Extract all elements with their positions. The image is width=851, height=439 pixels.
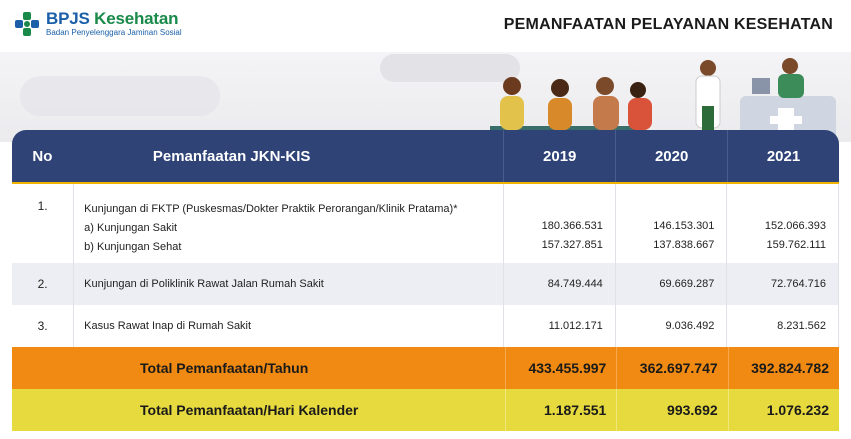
row-value-2019: 11.012.171 [504,305,616,347]
logo-subtitle: Badan Penyelenggara Jaminan Sosial [46,28,182,37]
hero-banner [0,52,851,142]
value-a: 180.366.531 [541,220,603,232]
total-per-year-row: Total Pemanfaatan/Tahun 433.455.997 362.… [12,347,839,389]
row-sub-a: a) Kunjungan Sakit [84,222,178,234]
row-value-2021: 72.764.716 [727,263,840,305]
value-a: 146.153.301 [653,220,715,232]
total-per-year-2020: 362.697.747 [616,347,727,389]
value-b: 157.327.851 [541,239,603,251]
total-per-day-row: Total Pemanfaatan/Hari Kalender 1.187.55… [12,389,839,431]
total-per-year-label: Total Pemanfaatan/Tahun [140,360,309,376]
row-number: 2. [37,277,48,291]
table-header: No Pemanfaatan JKN-KIS 2019 2020 2021 [12,130,839,184]
row-value-2020: 9.036.492 [616,305,728,347]
row-value-2021: 152.066.393 159.762.111 [727,184,840,263]
header-description: Pemanfaatan JKN-KIS [152,147,311,165]
value-a: 152.066.393 [764,220,827,232]
total-per-year-2019: 433.455.997 [504,347,616,389]
total-per-day-2021: 1.076.232 [727,389,839,431]
table-row: 1. Kunjungan di FKTP (Puskesmas/Dokter P… [12,184,840,263]
total-per-day-2020: 993.692 [616,389,727,431]
total-per-day-label: Total Pemanfaatan/Hari Kalender [140,402,359,418]
row-sub-b: b) Kunjungan Sehat [84,241,182,253]
table-row: 3. Kasus Rawat Inap di Rumah Sakit 11.01… [12,305,840,347]
bpjs-logo: BPJS Kesehatan Badan Penyelenggara Jamin… [14,10,182,38]
logo-brand-bpjs: BPJS [46,9,90,28]
row-value-2020: 146.153.301 137.838.667 [616,184,728,263]
row-value-2019: 180.366.531 157.327.851 [504,184,616,263]
bpjs-logo-icon [15,12,39,36]
row-value-2019: 84.749.444 [504,263,616,305]
value-b: 137.838.667 [653,239,715,251]
row-value-2021: 8.231.562 [727,305,840,347]
page-title: PEMANFAATAN PELAYANAN KESEHATAN [503,16,833,33]
total-per-day-2019: 1.187.551 [504,389,616,431]
row-description: Kasus Rawat Inap di Rumah Sakit [73,305,505,347]
row-value-2020: 69.669.287 [616,263,728,305]
row-description: Kunjungan di FKTP (Puskesmas/Dokter Prak… [73,184,505,263]
table-row: 2. Kunjungan di Poliklinik Rawat Jalan R… [12,263,840,305]
row-description: Kunjungan di Poliklinik Rawat Jalan Ruma… [73,263,505,305]
logo-brand-kesehatan: Kesehatan [89,9,179,28]
header: BPJS Kesehatan Badan Penyelenggara Jamin… [0,0,851,52]
row-title: Kunjungan di FKTP (Puskesmas/Dokter Prak… [84,203,458,215]
header-year-2021: 2021 [727,130,839,182]
row-number: 3. [37,319,48,333]
value-b: 159.762.111 [766,239,827,251]
row-number: 1. [37,199,48,213]
utilization-table: No Pemanfaatan JKN-KIS 2019 2020 2021 1.… [12,130,840,431]
header-year-2019: 2019 [503,130,615,182]
header-no: No [32,147,53,165]
header-year-2020: 2020 [615,130,727,182]
total-per-year-2021: 392.824.782 [727,347,839,389]
